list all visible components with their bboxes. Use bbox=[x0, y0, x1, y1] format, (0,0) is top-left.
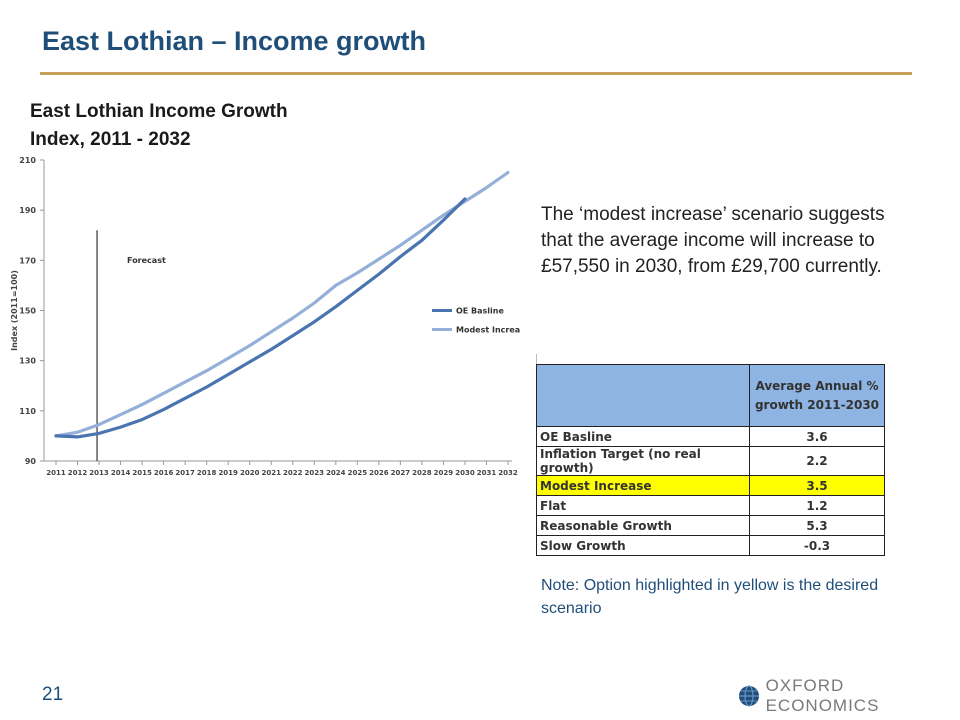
scenario-name-cell: OE Basline bbox=[536, 426, 750, 447]
growth-table-row: Slow Growth -0.3 bbox=[536, 535, 885, 556]
chart-title-line-2: Index, 2011 - 2032 bbox=[30, 129, 191, 150]
chart-title-line-1: East Lothian Income Growth bbox=[30, 101, 288, 122]
scenario-name-cell: Modest Increase bbox=[536, 475, 750, 496]
income-growth-chart: 90 110 130 150 170 190 210 Index (2011=100) 2011… bbox=[10, 156, 520, 477]
scenario-name-cell: Slow Growth bbox=[536, 535, 750, 556]
x-tick-label: 2015 bbox=[132, 469, 152, 477]
x-tick-label: 2028 bbox=[412, 469, 432, 477]
x-tick-label: 2032 bbox=[498, 469, 518, 477]
growth-value-cell: 5.3 bbox=[749, 515, 885, 536]
growth-table-row: OE Basline 3.6 bbox=[536, 426, 885, 447]
legend-label: Modest Increase bbox=[456, 326, 520, 335]
x-tick-label: 2023 bbox=[305, 469, 325, 477]
growth-table-header-row: Average Annual % growth 2011-2030 bbox=[536, 364, 885, 427]
x-tick-label: 2029 bbox=[434, 469, 454, 477]
growth-table: Average Annual % growth 2011-2030 OE Bas… bbox=[536, 364, 885, 556]
x-tick-label: 2021 bbox=[261, 469, 281, 477]
forecast-label: Forecast bbox=[127, 256, 166, 265]
growth-value-cell: -0.3 bbox=[749, 535, 885, 556]
x-tick-label: 2011 bbox=[46, 469, 66, 477]
y-tick-label: 170 bbox=[19, 256, 36, 265]
x-tick-label: 2031 bbox=[477, 469, 497, 477]
x-tick-label: 2022 bbox=[283, 469, 303, 477]
y-tick-label: 110 bbox=[19, 407, 36, 416]
growth-value-cell: 2.2 bbox=[749, 446, 885, 476]
growth-table-row: Inflation Target (no real growth) 2.2 bbox=[536, 446, 885, 476]
table-top-edge bbox=[536, 354, 887, 364]
x-tick-label: 2019 bbox=[218, 469, 238, 477]
note-text: Note: Option highlighted in yellow is th… bbox=[541, 577, 879, 617]
x-tick-label: 2027 bbox=[391, 469, 411, 477]
y-axis-label: Index (2011=100) bbox=[10, 270, 19, 351]
globe-icon bbox=[739, 685, 759, 707]
series-line-0 bbox=[54, 197, 467, 439]
scenario-description: The ‘modest increase’ scenario suggests … bbox=[541, 204, 885, 277]
y-tick-label: 130 bbox=[19, 357, 36, 366]
page-number: 21 bbox=[42, 684, 64, 705]
growth-value-cell: 1.2 bbox=[749, 495, 885, 516]
growth-value-cell: 3.5 bbox=[749, 475, 885, 496]
x-tick-label: 2025 bbox=[348, 469, 368, 477]
x-tick-label: 2013 bbox=[89, 469, 109, 477]
oxford-economics-logo: OXFORD ECONOMICS bbox=[738, 676, 960, 716]
x-tick-label: 2020 bbox=[240, 469, 260, 477]
x-tick-label: 2026 bbox=[369, 469, 389, 477]
y-tick-label: 190 bbox=[19, 206, 36, 215]
logo-text: OXFORD ECONOMICS bbox=[765, 676, 880, 715]
x-tick-label: 2012 bbox=[68, 469, 88, 477]
y-tick-label: 150 bbox=[19, 307, 36, 316]
growth-table-row: Modest Increase 3.5 bbox=[536, 475, 885, 496]
x-tick-label: 2018 bbox=[197, 469, 217, 477]
growth-value-cell: 3.6 bbox=[749, 426, 885, 447]
x-tick-label: 2017 bbox=[175, 469, 195, 477]
growth-table-row: Flat 1.2 bbox=[536, 495, 885, 516]
y-tick-label: 90 bbox=[25, 457, 37, 466]
series-line-1 bbox=[54, 170, 510, 438]
growth-table-header: Average Annual % growth 2011-2030 bbox=[749, 364, 885, 427]
growth-table-row: Reasonable Growth 5.3 bbox=[536, 515, 885, 536]
y-tick-label: 210 bbox=[19, 156, 36, 165]
scenario-name-cell: Reasonable Growth bbox=[536, 515, 750, 536]
x-tick-label: 2016 bbox=[154, 469, 174, 477]
growth-table-corner-cell bbox=[536, 364, 750, 427]
chart-title: East Lothian Income Growth Index, 2011 -… bbox=[30, 98, 288, 154]
legend-label: OE Basline bbox=[456, 307, 504, 316]
x-tick-label: 2024 bbox=[326, 469, 346, 477]
title-divider bbox=[40, 72, 912, 75]
scenario-name-cell: Inflation Target (no real growth) bbox=[536, 446, 750, 476]
x-tick-label: 2030 bbox=[455, 469, 475, 477]
page-title: East Lothian – Income growth bbox=[42, 26, 427, 56]
scenario-name-cell: Flat bbox=[536, 495, 750, 516]
x-tick-label: 2014 bbox=[111, 469, 131, 477]
